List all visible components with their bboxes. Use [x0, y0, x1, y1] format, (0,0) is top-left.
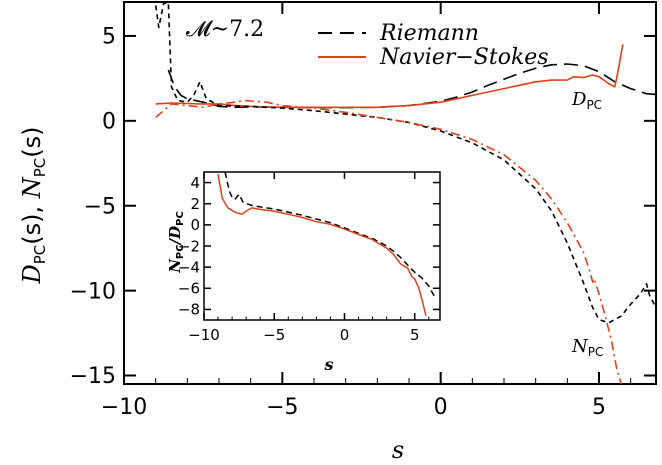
x-tick-label: −10	[188, 326, 220, 344]
x-tick-label: −10	[101, 395, 147, 420]
y-tick-label: 0	[102, 110, 116, 135]
series-riemann_D	[167, 63, 656, 109]
x-tick-label: 5	[410, 326, 420, 344]
x-tick-label: 0	[340, 326, 350, 344]
legend-riemann-label: Riemann	[379, 21, 479, 46]
inset-plot: −10 −5 0 5 4 2 0 −2 −4 −6 −8	[178, 171, 441, 344]
y-tick-label: −2	[178, 237, 200, 255]
legend-navier-label: Navier−Stokes	[379, 45, 549, 70]
series-inset_navier	[217, 173, 427, 316]
y-tick-label: 0	[190, 216, 200, 234]
y-tick-label: −4	[178, 258, 200, 276]
curve-label-n: NPC	[571, 336, 603, 359]
y-tick-label: 5	[102, 25, 116, 50]
y-tick-label: −15	[70, 364, 116, 389]
series-navier_D	[155, 44, 624, 109]
y-tick-label: −5	[84, 194, 116, 219]
inset-x-axis-label: s	[323, 355, 333, 374]
x-tick-label: −5	[263, 326, 285, 344]
curve-label-d: DPC	[571, 89, 602, 112]
series-navier_N	[155, 99, 622, 384]
x-tick-label: −5	[266, 395, 298, 420]
y-axis-label: DPC(s), NPC(s)	[18, 126, 49, 284]
mach-annotation: 𝓜~7.2	[186, 17, 264, 42]
y-tick-label: −10	[70, 279, 116, 304]
inset-plot-frame	[203, 171, 441, 321]
x-axis-label: s	[392, 436, 404, 464]
y-tick-label: −8	[178, 301, 200, 319]
inset-y-axis-label: NPC/DPC	[166, 211, 186, 274]
series-inset_riemann	[224, 172, 437, 300]
x-tick-label: 5	[592, 395, 606, 420]
x-tick-label: 0	[434, 395, 448, 420]
y-tick-label: 4	[190, 174, 200, 192]
y-tick-label: 2	[190, 195, 200, 213]
y-tick-label: −6	[178, 280, 200, 298]
